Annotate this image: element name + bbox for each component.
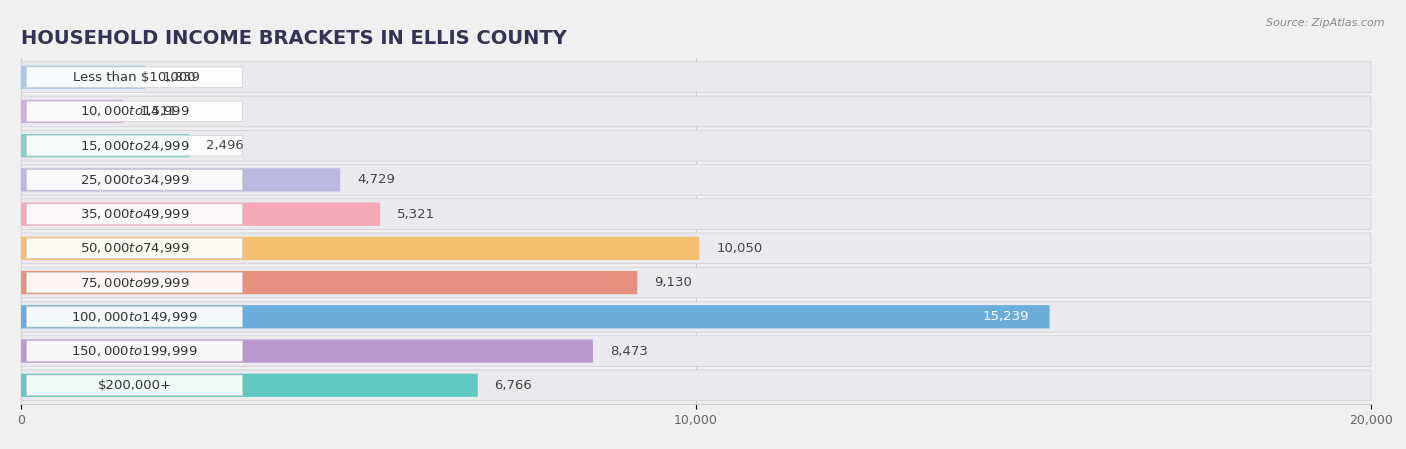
FancyBboxPatch shape (21, 96, 1371, 127)
Text: 1,839: 1,839 (162, 70, 200, 84)
FancyBboxPatch shape (21, 66, 145, 89)
Text: Source: ZipAtlas.com: Source: ZipAtlas.com (1267, 18, 1385, 28)
FancyBboxPatch shape (21, 199, 1371, 229)
FancyBboxPatch shape (21, 237, 699, 260)
FancyBboxPatch shape (27, 375, 242, 396)
FancyBboxPatch shape (21, 130, 1371, 161)
FancyBboxPatch shape (21, 62, 1371, 92)
Text: $150,000 to $199,999: $150,000 to $199,999 (72, 344, 198, 358)
Text: 4,729: 4,729 (357, 173, 395, 186)
FancyBboxPatch shape (27, 341, 242, 361)
FancyBboxPatch shape (21, 134, 190, 157)
FancyBboxPatch shape (27, 170, 242, 190)
Text: $35,000 to $49,999: $35,000 to $49,999 (80, 207, 190, 221)
FancyBboxPatch shape (27, 101, 242, 122)
FancyBboxPatch shape (21, 267, 1371, 298)
FancyBboxPatch shape (21, 202, 380, 226)
FancyBboxPatch shape (27, 238, 242, 259)
FancyBboxPatch shape (21, 339, 593, 363)
FancyBboxPatch shape (21, 168, 340, 192)
FancyBboxPatch shape (27, 307, 242, 327)
Text: 5,321: 5,321 (396, 207, 436, 220)
Text: Less than $10,000: Less than $10,000 (73, 70, 195, 84)
FancyBboxPatch shape (21, 336, 1371, 366)
FancyBboxPatch shape (27, 67, 242, 88)
FancyBboxPatch shape (27, 204, 242, 224)
FancyBboxPatch shape (21, 301, 1371, 332)
Text: 15,239: 15,239 (983, 310, 1029, 323)
FancyBboxPatch shape (21, 164, 1371, 195)
Text: $100,000 to $149,999: $100,000 to $149,999 (72, 310, 198, 324)
Text: 1,511: 1,511 (141, 105, 179, 118)
Text: 2,496: 2,496 (207, 139, 245, 152)
FancyBboxPatch shape (21, 305, 1049, 329)
Text: $15,000 to $24,999: $15,000 to $24,999 (80, 139, 190, 153)
Text: HOUSEHOLD INCOME BRACKETS IN ELLIS COUNTY: HOUSEHOLD INCOME BRACKETS IN ELLIS COUNT… (21, 30, 567, 48)
FancyBboxPatch shape (21, 370, 1371, 401)
Text: 10,050: 10,050 (716, 242, 762, 255)
Text: 8,473: 8,473 (610, 344, 648, 357)
Text: $200,000+: $200,000+ (97, 379, 172, 392)
Text: $10,000 to $14,999: $10,000 to $14,999 (80, 105, 190, 119)
FancyBboxPatch shape (21, 100, 124, 123)
FancyBboxPatch shape (27, 273, 242, 293)
Text: $50,000 to $74,999: $50,000 to $74,999 (80, 242, 190, 255)
FancyBboxPatch shape (27, 136, 242, 156)
Text: $75,000 to $99,999: $75,000 to $99,999 (80, 276, 190, 290)
FancyBboxPatch shape (21, 233, 1371, 264)
Text: 9,130: 9,130 (654, 276, 692, 289)
FancyBboxPatch shape (21, 271, 637, 294)
Text: 6,766: 6,766 (495, 379, 533, 392)
Text: $25,000 to $34,999: $25,000 to $34,999 (80, 173, 190, 187)
FancyBboxPatch shape (21, 374, 478, 397)
